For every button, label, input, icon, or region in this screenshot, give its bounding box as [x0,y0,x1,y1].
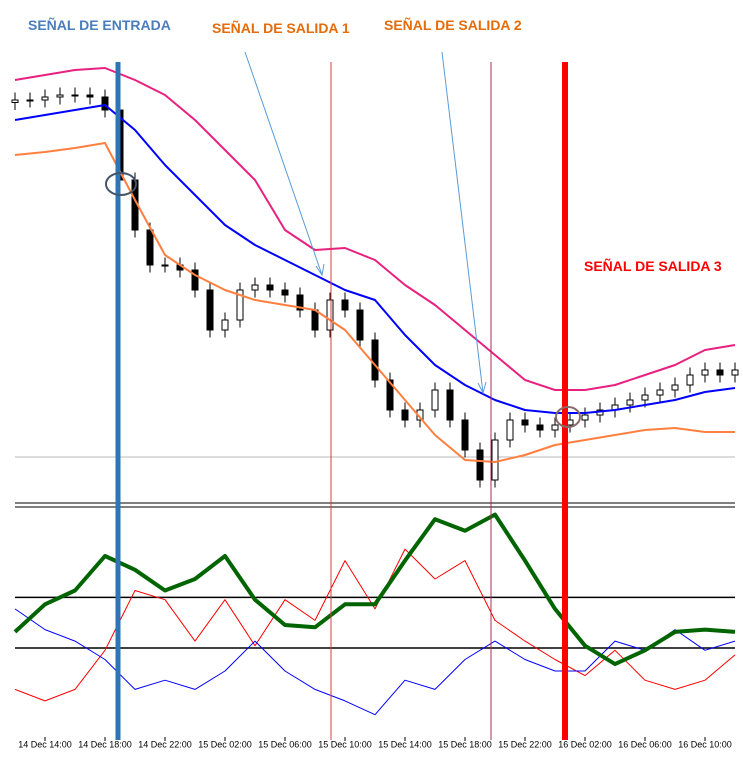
candle-body [731,369,739,376]
x-tick-label: 14 Dec 18:00 [78,739,132,749]
annotations: SEÑAL DE ENTRADA SEÑAL DE SALIDA 1 SEÑAL… [28,16,722,740]
candle-body [701,369,709,376]
annotation: SEÑAL DE SALIDA 1 [212,19,350,36]
candle-body [656,389,664,396]
arrow-head [315,263,325,277]
candle-body [521,419,529,426]
candle-body [221,319,229,331]
x-tick-label: 16 Dec 02:00 [558,739,612,749]
candle-body [686,374,694,386]
annotation: SEÑAL DE SALIDA 3 [584,257,722,274]
candle-body [341,299,349,311]
annotation: SEÑAL DE ENTRADA [28,16,171,33]
candle-body [26,99,34,102]
candle-body [11,99,19,103]
arrow [244,51,323,276]
x-tick-label: 15 Dec 22:00 [498,739,552,749]
candle-body [41,96,49,101]
x-tick-label: 16 Dec 06:00 [618,739,672,749]
x-tick-label: 15 Dec 06:00 [258,739,312,749]
signal-circle [105,172,137,196]
candle-body [266,284,274,291]
series-line [14,67,736,391]
signal-circle [555,406,581,428]
series-line [13,512,736,667]
candle-body [161,264,169,267]
candle-body [191,269,199,291]
candle-body [56,94,64,98]
candle-body [71,94,79,97]
candle-body [326,299,334,331]
x-tick-label: 14 Dec 14:00 [18,739,72,749]
indicator-panel: 14 Dec 14:00 14 Dec 18:00 14 Dec 22:00 15 D… [13,512,736,749]
candle-body [311,309,319,331]
candle-body [671,384,679,391]
series-line [14,142,735,463]
candle-body [581,414,589,421]
annotation: SEÑAL DE SALIDA 2 [384,16,522,33]
candle-body [206,289,214,331]
x-tick-label: 16 Dec 10:00 [678,739,732,749]
x-tick-label: 15 Dec 14:00 [378,739,432,749]
candle-body [236,289,244,321]
series-line [14,548,736,702]
candle-body [506,419,514,441]
candle-body [461,419,469,451]
candle-body [251,284,259,291]
candle-body [401,409,409,421]
x-tick-label: 15 Dec 02:00 [198,739,252,749]
candle-body [536,424,544,431]
candle-body [296,294,304,311]
candle-body [356,309,364,341]
candle-body [626,399,634,406]
candle-body [491,439,499,481]
series-line [14,104,736,414]
candle-body [446,389,454,421]
candle-body [551,424,559,431]
candle-body [476,449,484,481]
series-line [14,608,736,716]
candle-body [431,389,439,411]
price-panel [11,67,739,488]
x-tick-label: 14 Dec 22:00 [138,739,192,749]
candle-body [386,379,394,411]
arrow [441,51,484,394]
candle-body [716,369,724,376]
x-tick-label: 15 Dec 10:00 [318,739,372,749]
candle-body [641,394,649,401]
candle-body [101,96,109,111]
arrow-head [477,381,487,395]
candle-body [146,229,154,266]
candle-body [86,94,94,98]
x-tick-label: 15 Dec 18:00 [438,739,492,749]
candle-body [371,339,379,381]
candle-body [281,289,289,296]
